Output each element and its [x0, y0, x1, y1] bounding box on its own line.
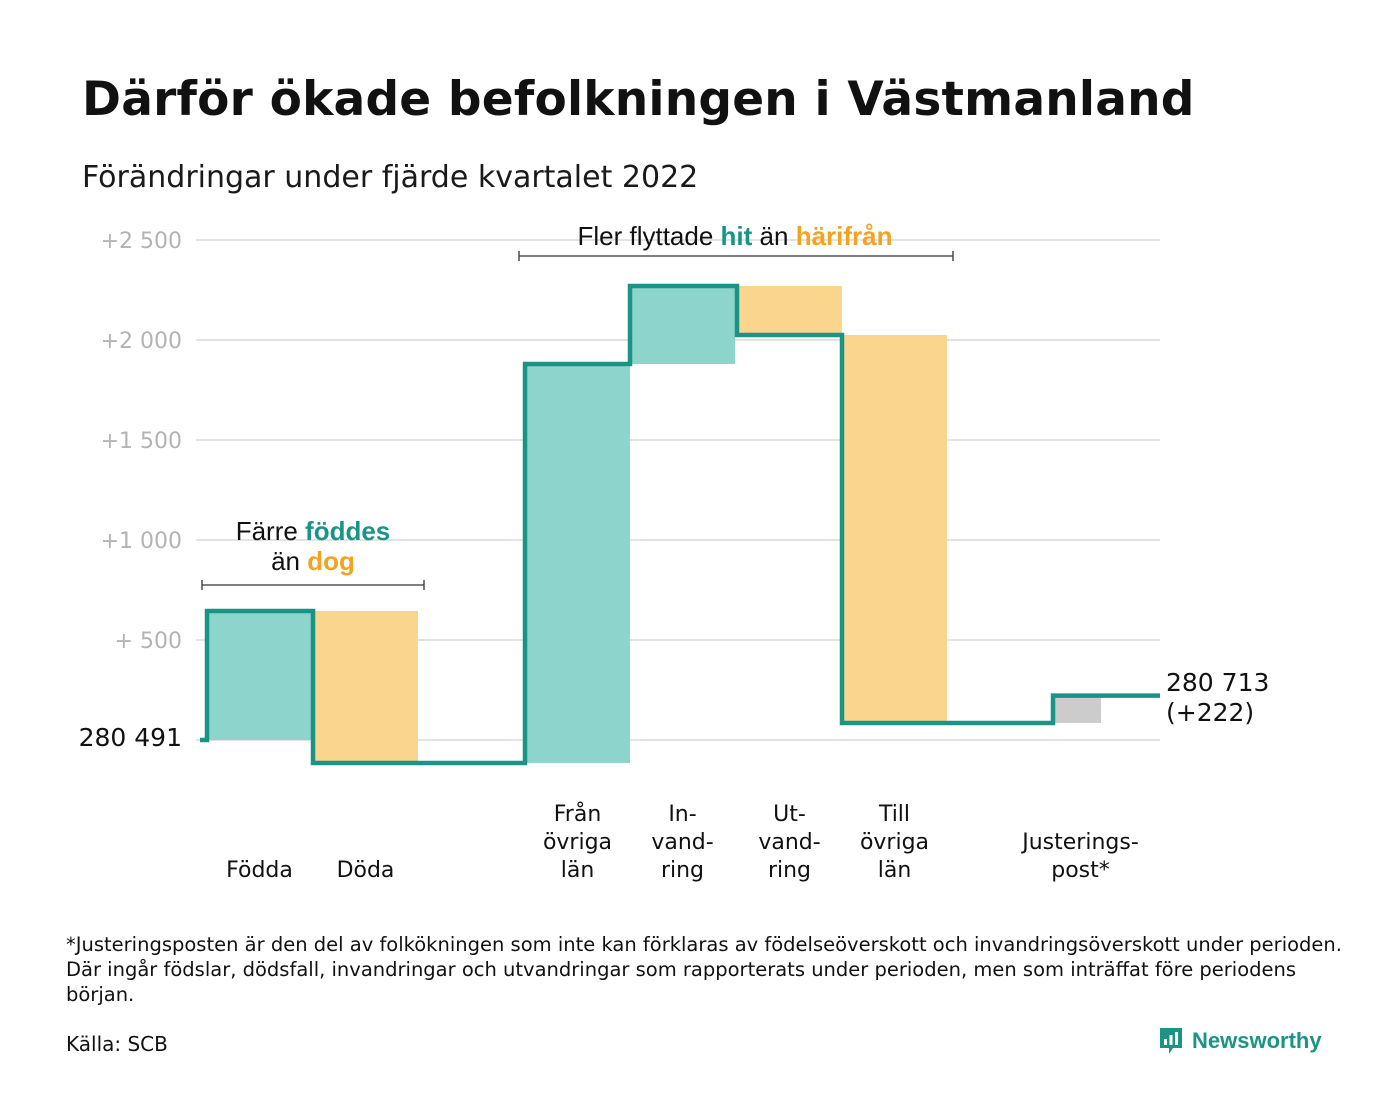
- bar-inflow: [630, 286, 735, 364]
- annotation-migration-prefix: Fler flyttade: [577, 221, 720, 251]
- bar-outflow: [737, 286, 842, 335]
- category-label-line: övriga: [860, 830, 929, 855]
- bar-outflow: [313, 611, 418, 763]
- annotation-births-line1: Färre föddes: [236, 516, 391, 546]
- category-label: Från övriga län: [543, 801, 612, 883]
- bar-inflow: [207, 611, 312, 740]
- category-label-line: vand-: [758, 830, 820, 855]
- category-label: Födda: [226, 858, 293, 883]
- y-tick-label: +2 500: [101, 229, 182, 254]
- y-axis-ticks: + 500 +1 000 +1 500 +2 000 +2 500: [101, 229, 182, 654]
- annotation-migration: Fler flyttade hit än härifrån: [518, 221, 954, 261]
- category-label-line: Justerings-: [1020, 830, 1139, 855]
- annotation-migration-mid: än: [752, 221, 795, 251]
- annotation-births-prefix: Färre: [236, 516, 305, 546]
- end-value-total: 280 713: [1166, 668, 1269, 697]
- category-label-line: Till: [878, 802, 910, 827]
- end-value-change: (+222): [1166, 698, 1254, 727]
- category-label-line: Från: [554, 801, 602, 827]
- y-tick-label: +1 500: [101, 429, 182, 454]
- category-label-line: län: [561, 858, 595, 883]
- y-tick-label: +2 000: [101, 329, 182, 354]
- footnote: *Justeringsposten är den del av folkökni…: [66, 933, 1342, 1006]
- running-total-path: [200, 283, 1160, 766]
- annotation-births: Färre föddes än dog: [201, 516, 425, 590]
- waterfall-chart: + 500 +1 000 +1 500 +2 000 +2 500 Födda Döda F…: [79, 221, 1277, 883]
- category-label-line: ring: [768, 858, 811, 883]
- source-label: Källa: SCB: [66, 1032, 168, 1056]
- category-label-line: In-: [668, 802, 696, 827]
- category-label: Döda: [337, 858, 395, 883]
- end-value-label: 280 713 (+222): [1166, 668, 1277, 727]
- y-tick-label: +1 000: [101, 529, 182, 554]
- chart-subtitle: Förändringar under fjärde kvartalet 2022: [82, 160, 699, 195]
- annotation-migration-bracket: [518, 251, 954, 261]
- category-label: Justerings-post*: [1020, 830, 1139, 883]
- bar-inflow: [525, 364, 630, 763]
- category-label: Ut-vand-ring: [758, 802, 820, 883]
- category-label-line: post*: [1051, 858, 1110, 883]
- category-label: In-vand-ring: [651, 802, 713, 883]
- brand-logo[interactable]: Newsworthy: [1158, 1026, 1322, 1056]
- category-label-line: Döda: [337, 858, 395, 883]
- running-total-line: [200, 283, 1160, 766]
- y-tick-label: + 500: [115, 629, 182, 654]
- chart-title: Därför ökade befolkningen i Västmanland: [82, 72, 1195, 127]
- bar-outflow: [842, 335, 947, 723]
- bars: [207, 286, 1101, 763]
- newsworthy-logo-icon: [1160, 1028, 1182, 1054]
- category-label: Till övriga län: [860, 802, 929, 883]
- category-label-line: ring: [661, 858, 704, 883]
- annotation-births-highlight-out: dog: [307, 546, 355, 576]
- brand-name: Newsworthy: [1192, 1028, 1322, 1053]
- annotation-migration-text: Fler flyttade hit än härifrån: [577, 221, 892, 251]
- annotation-births-line2: än dog: [271, 546, 355, 576]
- start-value-label: 280 491: [79, 723, 182, 752]
- category-label-line: Ut-: [773, 802, 806, 827]
- category-label-line: län: [878, 858, 912, 883]
- category-label-line: Födda: [226, 858, 293, 883]
- annotation-births-highlight-in: föddes: [305, 516, 390, 546]
- category-label-line: övriga: [543, 830, 612, 855]
- annotation-migration-highlight-out: härifrån: [796, 221, 893, 251]
- annotation-births-bracket: [201, 580, 425, 590]
- annotation-births-mid: än: [271, 546, 307, 576]
- annotation-migration-highlight-in: hit: [721, 221, 753, 251]
- category-label-line: vand-: [651, 830, 713, 855]
- bar-adjustment: [1053, 695, 1101, 723]
